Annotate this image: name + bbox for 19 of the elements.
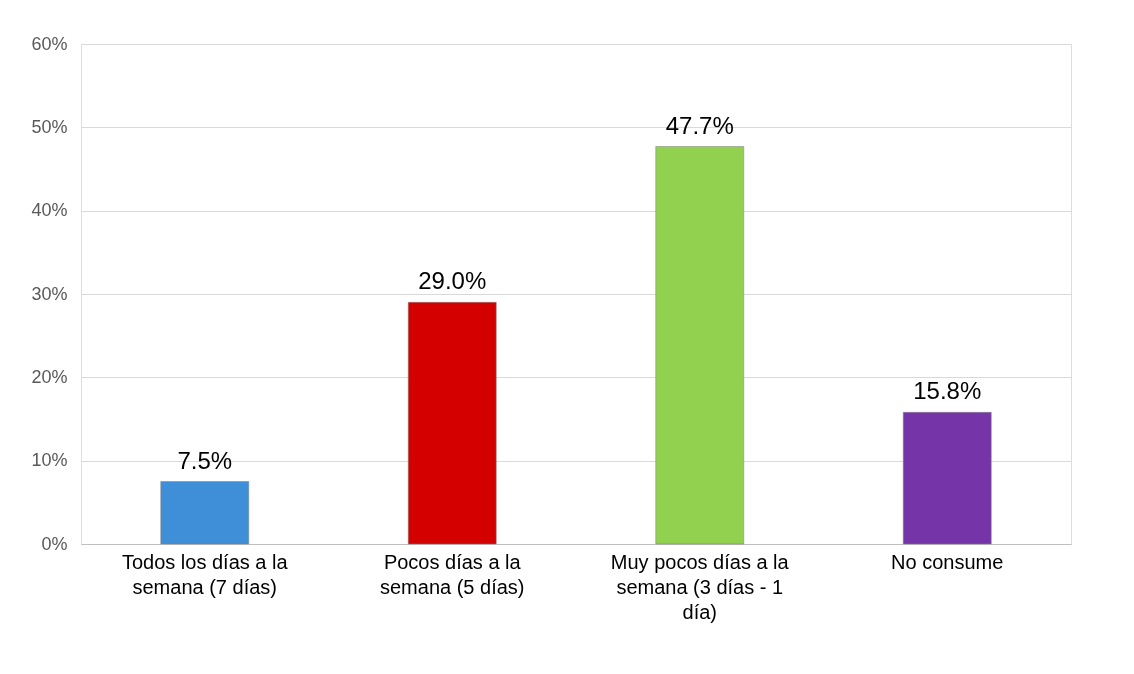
bar <box>903 412 992 545</box>
y-tick-label: 10% <box>31 450 68 471</box>
y-tick-label: 30% <box>31 283 68 304</box>
x-tick-label: Todos los días a la semana (7 días) <box>121 550 289 598</box>
data-label: 7.5% <box>177 446 233 474</box>
bar <box>160 481 249 545</box>
x-tick-label: Pocos días a la semana (5 días) <box>379 550 525 598</box>
y-tick-label: 60% <box>31 33 68 54</box>
y-tick-label: 20% <box>31 366 68 387</box>
y-tick-label: 40% <box>31 200 68 221</box>
y-tick-label: 0% <box>41 533 68 554</box>
x-tick-label: No consume <box>891 550 1004 573</box>
data-label: 47.7% <box>665 111 734 139</box>
data-label: 29.0% <box>418 267 487 295</box>
bar <box>408 302 497 545</box>
data-label: 15.8% <box>913 377 982 405</box>
x-tick-label: Muy pocos días a la semana (3 días - 1 día) <box>610 550 790 623</box>
y-tick-label: 50% <box>31 116 68 137</box>
bar <box>655 146 744 545</box>
